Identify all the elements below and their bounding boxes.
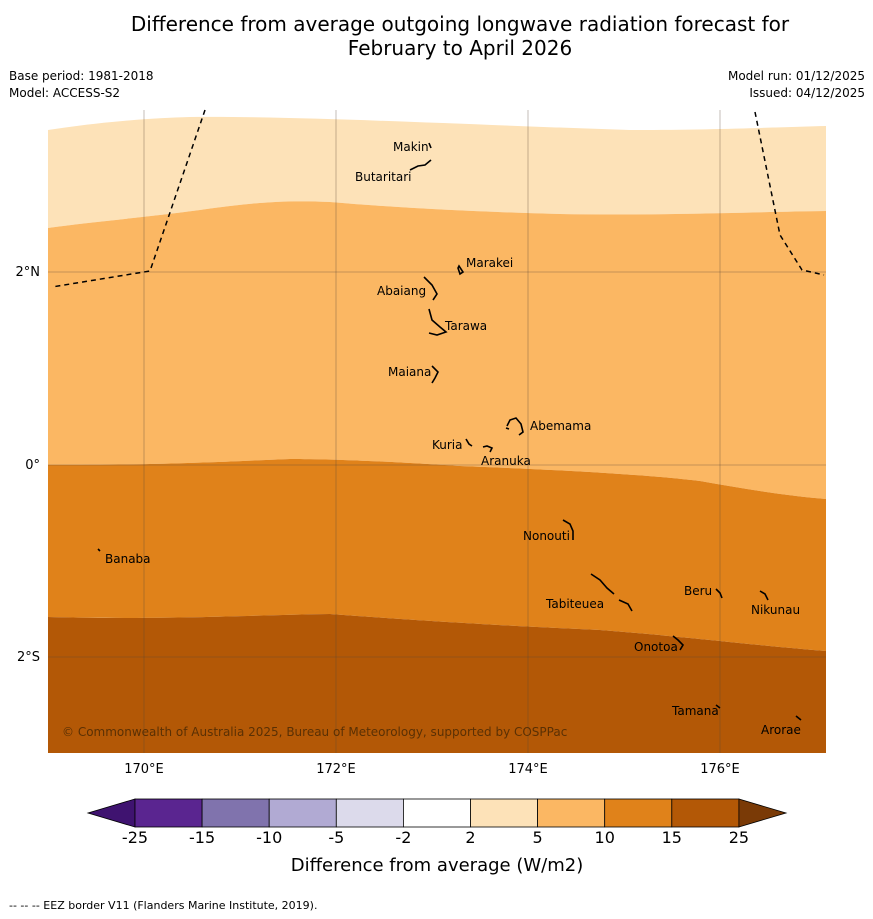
abaiang-outline [423, 276, 438, 301]
arorae-outline [795, 715, 802, 721]
beru-outline [715, 588, 723, 599]
colorbar-segment [537, 798, 606, 828]
lat-label-2s: 2°S [17, 650, 40, 665]
lon-label-170e: 170°E [124, 762, 164, 777]
label-nikunau: Nikunau [751, 603, 800, 617]
label-banaba: Banaba [105, 552, 151, 566]
band-10-to-15 [48, 459, 826, 651]
title-line-2: February to April 2026 [347, 36, 573, 60]
colorbar-tick-label: -25 [122, 828, 148, 847]
tabiteuea-outline [590, 573, 633, 612]
colorbar-segment [335, 798, 404, 828]
colorbar: -25 -15 -10 -5 -2 2 5 10 15 25 [86, 798, 788, 847]
abemama-outline [505, 417, 524, 436]
island-outlines [97, 142, 802, 721]
model-run: Model run: 01/12/2025 [727, 69, 865, 83]
onotoa-outline [672, 635, 685, 651]
copyright-text: © Commonwealth of Australia 2025, Bureau… [62, 725, 567, 739]
title-line-1: Difference from average outgoing longwav… [130, 12, 790, 36]
nonouti-outline [562, 519, 574, 540]
colorbar-segment [201, 798, 270, 828]
nikunau-outline [759, 590, 769, 601]
colorbar-extend-low [86, 798, 136, 828]
anomaly-bands [48, 110, 826, 753]
colorbar-tick-label: 2 [465, 828, 475, 847]
chart-title: Difference from average outgoing longwav… [0, 12, 873, 60]
label-beru: Beru [684, 584, 712, 598]
graticule [48, 110, 826, 753]
band-15-to-25 [48, 614, 826, 753]
label-butaritari: Butaritari [355, 170, 412, 184]
butaritari-outline [409, 159, 432, 171]
label-abemama: Abemama [530, 419, 591, 433]
label-arorae: Arorae [761, 723, 801, 737]
label-makin: Makin [393, 140, 429, 154]
colorbar-segment [671, 798, 740, 828]
lon-label-172e: 172°E [316, 762, 356, 777]
label-nonouti: Nonouti [523, 529, 570, 543]
meta-left: Base period: 1981-2018 Model: ACCESS-S2 [9, 68, 154, 102]
band-5-to-10 [48, 201, 826, 499]
colorbar-tick-label: -5 [328, 828, 344, 847]
marakei-outline [457, 264, 465, 276]
label-abaiang: Abaiang [377, 284, 426, 298]
label-tarawa: Tarawa [444, 319, 487, 333]
label-onotoa: Onotoa [634, 640, 678, 654]
colorbar-segment [604, 798, 673, 828]
lat-label-0: 0° [25, 458, 40, 473]
colorbar-tick-label: -2 [395, 828, 411, 847]
colorbar-label: Difference from average (W/m2) [291, 855, 583, 876]
band-2-to-5 [48, 116, 826, 228]
eez-border-east [754, 111, 825, 276]
eez-footnote: -- -- -- EEZ border V11 (Flanders Marine… [9, 899, 318, 912]
meta-right: Model run: 01/12/2025 Issued: 04/12/2025 [728, 68, 865, 102]
lon-label-176e: 176°E [700, 762, 740, 777]
lat-axis-labels: 2°N 0° 2°S [16, 265, 41, 665]
island-labels: Makin Butaritari Marakei Abaiang Tarawa … [105, 140, 801, 737]
colorbar-segment [268, 798, 337, 828]
colorbar-tick-label: 25 [729, 828, 749, 847]
aranuka-outline [482, 445, 494, 453]
eez-border [51, 109, 825, 288]
tarawa-outline [428, 308, 448, 336]
label-aranuka: Aranuka [481, 454, 531, 468]
label-tabiteuea: Tabiteuea [545, 597, 604, 611]
colorbar-segment [134, 798, 203, 828]
model-name: Model: ACCESS-S2 [9, 86, 121, 100]
colorbar-tick-label: -15 [189, 828, 215, 847]
colorbar-tick-label: 10 [595, 828, 615, 847]
tamana-outline [715, 704, 721, 709]
label-marakei: Marakei [466, 256, 513, 270]
label-kuria: Kuria [432, 438, 463, 452]
colorbar-tick-label: 15 [662, 828, 682, 847]
label-maiana: Maiana [388, 365, 431, 379]
colorbar-segment [470, 798, 538, 828]
lat-label-2n: 2°N [16, 265, 41, 280]
colorbar-tick-label: -10 [256, 828, 282, 847]
colorbar-tick-label: 5 [533, 828, 543, 847]
colorbar-extend-high [738, 798, 788, 828]
banaba-outline [97, 548, 101, 552]
maiana-outline [431, 365, 439, 384]
eez-border-west [51, 109, 206, 288]
label-tamana: Tamana [671, 704, 719, 718]
lon-label-174e: 174°E [508, 762, 548, 777]
colorbar-segment [402, 798, 471, 828]
kuria-outline [465, 438, 473, 447]
issued-date: Issued: 04/12/2025 [749, 86, 865, 100]
makin-outline [428, 142, 432, 149]
lon-axis-labels: 170°E 172°E 174°E 176°E [124, 762, 740, 777]
base-period: Base period: 1981-2018 [9, 69, 154, 83]
